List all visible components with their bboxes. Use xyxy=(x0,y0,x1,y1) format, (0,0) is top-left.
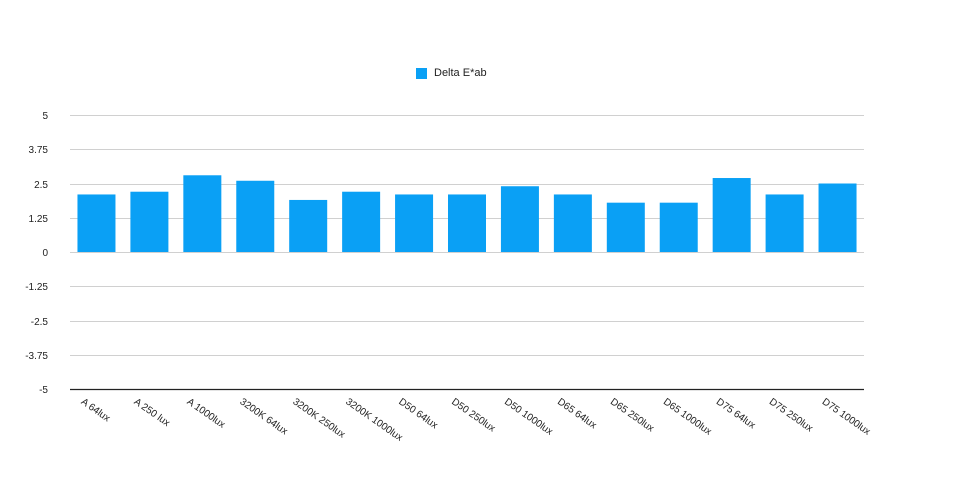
bar xyxy=(712,178,751,252)
bar xyxy=(183,175,222,252)
bar xyxy=(130,191,169,252)
y-tick-label: 2.5 xyxy=(34,180,48,191)
x-tick-label: D75 1000lux xyxy=(820,396,872,437)
bar xyxy=(606,202,645,252)
x-tick-label: D65 250lux xyxy=(608,396,656,434)
x-tick-label: A 250 lux xyxy=(132,396,172,429)
x-tick-label: A 1000lux xyxy=(185,396,227,430)
bar xyxy=(765,194,804,252)
bar xyxy=(342,191,381,252)
y-tick-label: -3.75 xyxy=(25,351,48,362)
bar xyxy=(500,186,539,252)
bar xyxy=(77,194,116,252)
x-tick-label: D75 250lux xyxy=(767,396,815,434)
legend-swatch xyxy=(416,67,427,79)
bar xyxy=(236,180,275,252)
y-tick-label: 1.25 xyxy=(29,214,49,225)
bar xyxy=(659,202,698,252)
x-tick-label: 3200K 64lux xyxy=(238,396,290,437)
x-tick-label: D50 250lux xyxy=(449,396,497,434)
y-tick-label: 0 xyxy=(42,248,48,259)
y-tick-label: 3.75 xyxy=(29,145,49,156)
x-tick-label: D50 1000lux xyxy=(502,396,554,437)
x-tick-label: D50 64lux xyxy=(396,396,439,431)
y-tick-label: -1.25 xyxy=(25,282,48,293)
legend-label: Delta E*ab xyxy=(434,67,487,79)
x-tick-label: 3200K 250lux xyxy=(290,396,346,440)
x-tick-label: D65 64lux xyxy=(555,396,598,431)
y-tick-label: -5 xyxy=(39,385,48,396)
bar xyxy=(818,183,857,252)
bar xyxy=(289,199,328,252)
x-tick-label: D75 64lux xyxy=(714,396,757,431)
bar xyxy=(395,194,434,252)
x-tick-label: D65 1000lux xyxy=(661,396,713,437)
bar xyxy=(448,194,486,252)
bar xyxy=(553,194,592,252)
x-tick-label: A 64lux xyxy=(79,396,112,424)
legend: Delta E*ab xyxy=(416,66,487,80)
y-tick-label: -2.5 xyxy=(31,317,49,328)
x-tick-label: 3200K 1000lux xyxy=(343,396,404,443)
y-tick-label: 5 xyxy=(42,111,48,122)
